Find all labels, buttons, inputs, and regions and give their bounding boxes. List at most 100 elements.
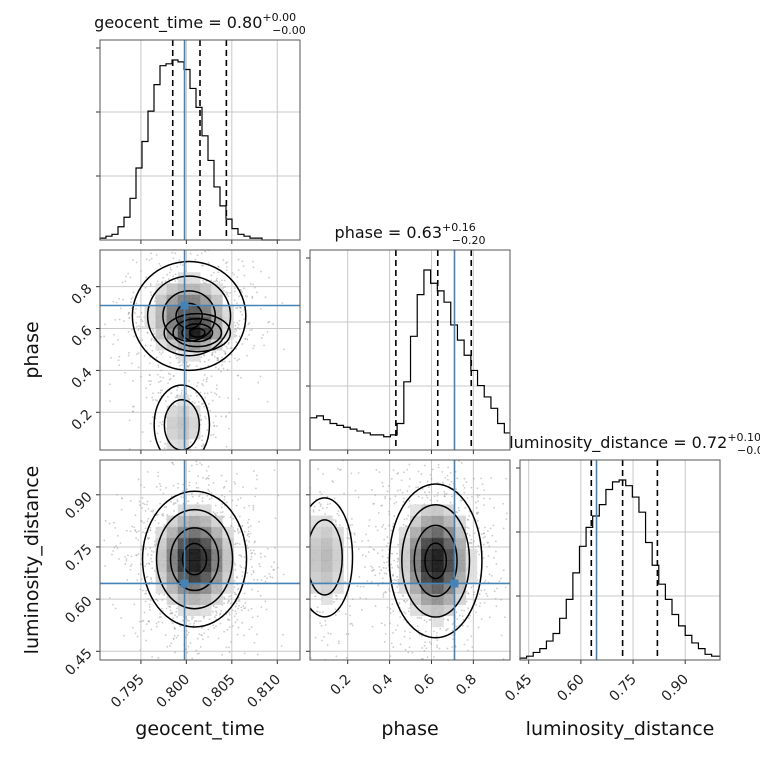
sample-point <box>382 596 385 598</box>
sample-point <box>436 631 438 634</box>
sample-point <box>458 614 461 617</box>
sample-point <box>173 634 176 637</box>
sample-point <box>202 279 204 282</box>
sample-point <box>145 387 148 389</box>
sample-point <box>238 295 241 298</box>
sample-point <box>353 532 356 535</box>
sample-point <box>264 600 267 603</box>
sample-point <box>247 609 250 612</box>
sample-point <box>118 558 120 560</box>
sample-point <box>364 555 367 557</box>
density-cell <box>200 316 212 329</box>
sample-point <box>487 555 490 557</box>
density-cell <box>443 604 455 617</box>
sample-point <box>192 616 195 619</box>
sample-point <box>347 633 350 635</box>
truth-marker <box>450 579 459 588</box>
sample-point <box>503 616 506 619</box>
sample-point <box>215 618 218 621</box>
sample-point <box>228 651 231 654</box>
sample-point <box>243 506 246 509</box>
sample-point <box>170 500 173 503</box>
sample-point <box>387 542 390 545</box>
truth-marker <box>180 579 189 588</box>
panels-layer: 0.45 0.60 0.75 0.900.20.40.60.80.795 0.800 0.… <box>62 39 721 711</box>
sample-point <box>199 493 202 496</box>
sample-point <box>350 532 353 535</box>
sample-point <box>208 484 210 486</box>
sample-point <box>246 544 248 547</box>
sample-point <box>470 538 473 541</box>
density-cell <box>222 526 234 539</box>
sample-point <box>401 491 404 494</box>
sample-point <box>324 513 326 515</box>
density-cell <box>222 571 234 583</box>
sample-point <box>470 586 473 589</box>
sample-point <box>428 641 431 644</box>
sample-point <box>458 509 461 512</box>
sample-point <box>484 535 486 538</box>
sample-point <box>233 615 236 618</box>
contour-line <box>163 312 232 353</box>
sample-point <box>252 570 255 572</box>
sample-point <box>463 477 466 480</box>
sample-point <box>126 579 129 581</box>
panel-border <box>99 249 301 451</box>
sample-point <box>215 611 218 614</box>
sample-point <box>465 600 468 603</box>
sample-point <box>464 507 467 509</box>
sample-point <box>396 560 399 563</box>
sample-point <box>130 362 133 365</box>
sample-point <box>415 486 418 489</box>
sample-point <box>455 625 458 628</box>
sample-point <box>114 607 117 610</box>
sample-point <box>174 502 177 505</box>
density-cell <box>177 571 190 583</box>
sample-point <box>147 553 149 556</box>
sample-point <box>215 393 218 396</box>
sample-point <box>215 625 217 628</box>
sample-point <box>222 286 225 289</box>
sample-point <box>173 626 176 629</box>
sample-point <box>238 604 240 607</box>
sample-point <box>155 598 158 601</box>
sample-point <box>207 636 209 638</box>
sample-point <box>212 271 215 274</box>
sample-point <box>419 481 422 484</box>
sample-point <box>396 552 398 555</box>
sample-point <box>186 619 189 622</box>
sample-point <box>195 486 198 489</box>
density-cell <box>432 526 444 539</box>
density-cell <box>177 438 190 450</box>
sample-point <box>224 352 227 354</box>
sample-point <box>372 568 375 571</box>
sample-point <box>135 321 138 324</box>
sample-point <box>439 627 442 630</box>
sample-point <box>383 624 386 627</box>
sample-point <box>316 606 319 609</box>
sample-point <box>159 441 162 443</box>
sample-point <box>381 577 384 580</box>
sample-point <box>466 526 468 529</box>
density-cell <box>432 515 444 528</box>
sample-point <box>251 566 253 568</box>
sample-point <box>494 540 497 543</box>
sample-point <box>185 361 188 364</box>
sample-point <box>426 480 429 483</box>
sample-point <box>481 483 484 486</box>
sample-point <box>155 622 158 625</box>
sample-point <box>433 655 435 658</box>
sample-point <box>240 376 242 379</box>
contour-line <box>163 398 201 450</box>
sample-point <box>210 434 212 436</box>
sample-point <box>215 277 218 280</box>
sample-point <box>424 641 427 644</box>
sample-point <box>264 575 266 578</box>
sample-point <box>172 638 175 641</box>
sample-point <box>129 530 132 533</box>
sample-point <box>189 441 192 444</box>
sample-point <box>151 337 153 340</box>
sample-point <box>267 321 270 324</box>
x-tick-label: 0.2 <box>327 672 354 699</box>
sample-point <box>237 607 240 610</box>
